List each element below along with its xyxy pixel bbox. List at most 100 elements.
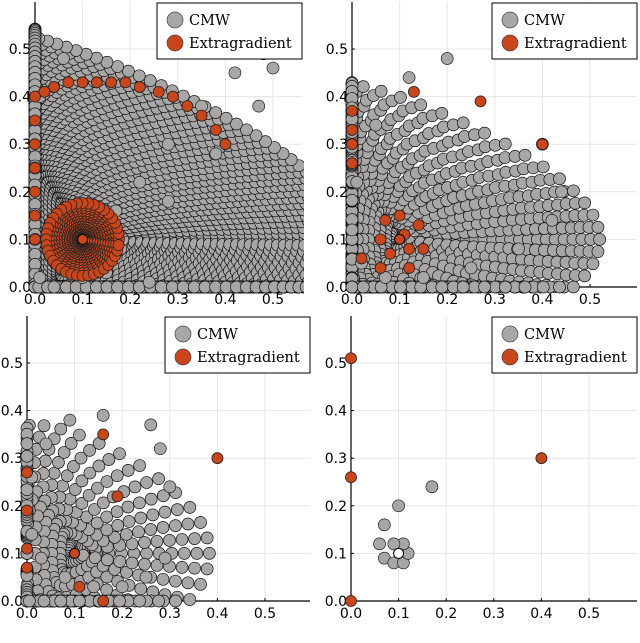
y-tick-label: 0.3 (9, 137, 31, 153)
cmw-point (323, 252, 335, 264)
y-tick-label: 0.1 (326, 232, 348, 248)
cmw-point (318, 203, 330, 215)
cmw-point (325, 264, 337, 276)
extragradient-point (119, 76, 132, 89)
cmw-point (332, 221, 344, 233)
cmw-point (307, 197, 319, 209)
cmw-point (314, 197, 326, 209)
cmw-point (316, 251, 328, 263)
cmw-point (111, 60, 124, 73)
cmw-point (122, 280, 135, 294)
cmw-point (306, 281, 318, 293)
y-tick-label: 0.1 (9, 232, 31, 248)
cmw-point (165, 280, 179, 294)
cmw-point (187, 280, 201, 294)
y-tick-label: 0.3 (326, 137, 348, 153)
extragradient-point (29, 209, 41, 222)
x-tick-label: 0.4 (531, 292, 553, 308)
cmw-point (304, 245, 316, 257)
cmw-point (302, 277, 304, 287)
y-tick-label: 0.5 (326, 42, 348, 58)
cmw-point (302, 192, 304, 202)
cmw-point (316, 215, 328, 227)
y-tick-label: 0.2 (9, 185, 31, 201)
x-tick-label: 0.5 (262, 292, 284, 308)
cmw-point (334, 258, 346, 270)
cmw-point (299, 269, 304, 282)
cmw-point (302, 217, 304, 226)
extragradient-point (209, 124, 222, 136)
cmw-point (307, 172, 319, 184)
y-tick-label: 0.5 (9, 42, 31, 58)
cmw-point (307, 209, 319, 221)
cmw-point (328, 258, 340, 270)
y-tick-label: 0.2 (326, 185, 348, 201)
cmw-point (331, 264, 343, 276)
cmw-point (312, 227, 324, 239)
cmw-point (266, 61, 280, 75)
y-tick-label: 0.4 (9, 90, 31, 106)
cmw-point (298, 238, 304, 252)
cmw-point (330, 215, 342, 227)
cmw-point (307, 257, 319, 269)
cmw-point (209, 106, 223, 119)
cmw-point (132, 69, 146, 83)
cmw-point (198, 280, 212, 294)
cmw-point (311, 203, 323, 215)
extragradient-point (152, 85, 165, 98)
cmw-point (304, 281, 316, 293)
y-tick-label: 0.4 (326, 90, 348, 106)
cmw-point (309, 191, 321, 203)
extragradient-point (29, 233, 41, 246)
cmw-point (318, 264, 330, 276)
x-tick-label: 0.2 (436, 292, 458, 308)
cmw-point (304, 222, 316, 234)
cmw-point (311, 245, 323, 257)
cmw-point (142, 275, 156, 289)
extragradient-point (29, 185, 41, 198)
extragradient-point (167, 90, 179, 103)
cmw-point (314, 209, 326, 221)
x-tick-label: 0.1 (388, 292, 410, 308)
equilibrium-point (77, 233, 89, 245)
cmw-point (330, 252, 342, 264)
cmw-point (328, 209, 340, 221)
cmw-point (100, 280, 114, 294)
x-tick-label: 0.3 (167, 292, 189, 308)
cmw-point (161, 194, 175, 208)
panel-top-right: 0.0 0.1 0.2 0.3 0.4 0.50.00.10.20.30.40.5CMWE… (326, 2, 638, 308)
cmw-point (302, 252, 304, 262)
cmw-point (311, 221, 323, 233)
cmw-point (307, 270, 319, 282)
cmw-point (303, 266, 304, 272)
cmw-point (209, 147, 223, 161)
cmw-point (334, 209, 346, 221)
cmw-point (47, 280, 61, 294)
cmw-point (321, 258, 333, 270)
cmw-point (111, 280, 124, 294)
cmw-point (323, 215, 335, 227)
cmw-point (154, 280, 168, 294)
extragradient-point (76, 76, 89, 89)
extragradient-point (181, 100, 194, 113)
extragradient-point (90, 76, 103, 89)
cmw-point (122, 64, 135, 78)
cmw-point (228, 66, 242, 80)
legend-cmw-marker (166, 11, 184, 29)
plot-area (345, 52, 606, 294)
x-tick-label: 0.2 (119, 292, 141, 308)
cmw-point (143, 74, 157, 88)
cmw-point (299, 281, 304, 293)
x-tick-label: 0.5 (579, 292, 601, 308)
cmw-point (299, 257, 304, 270)
extragradient-point (105, 76, 118, 89)
cmw-point (133, 175, 147, 189)
legend-extragradient-label: Extragradient (189, 36, 292, 52)
x-tick-label: 0.1 (71, 292, 93, 308)
cmw-point (314, 270, 326, 282)
x-tick-label: 0.3 (484, 292, 506, 308)
cmw-point (306, 233, 318, 245)
y-tick-label: 0.0 (326, 280, 348, 296)
